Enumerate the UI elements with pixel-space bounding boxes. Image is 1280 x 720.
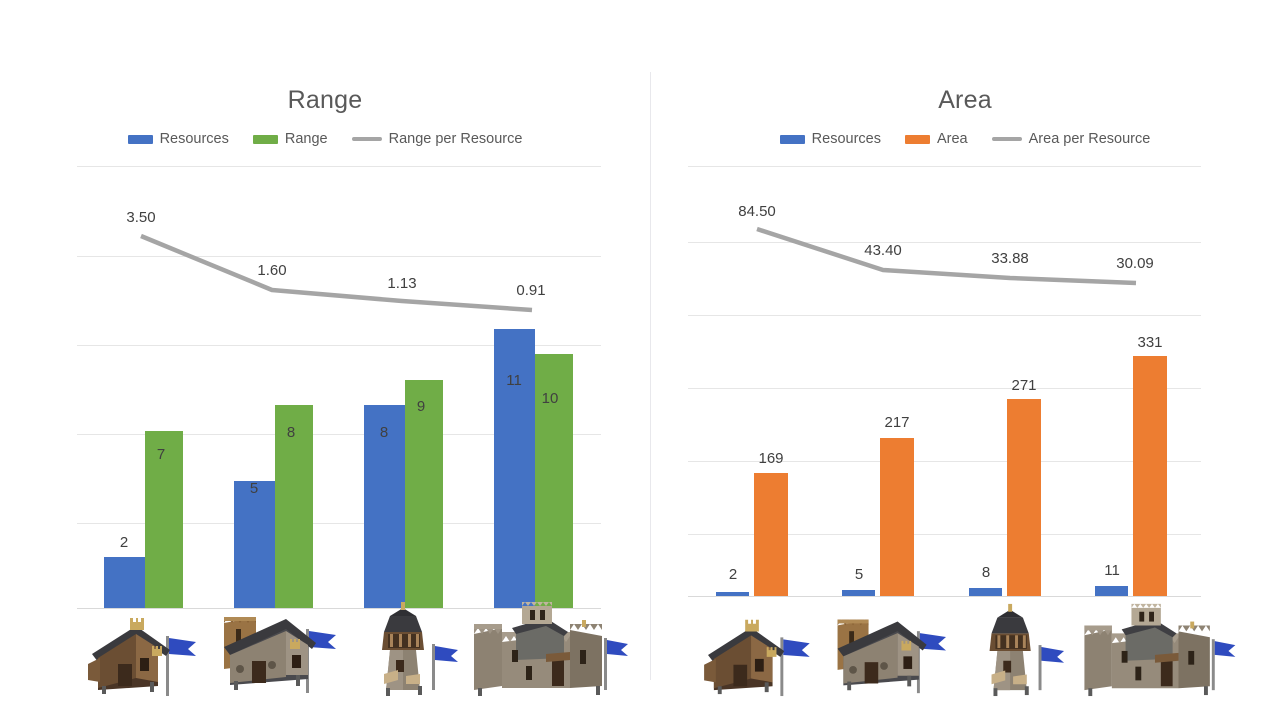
bar-area[interactable] xyxy=(1007,399,1041,596)
bar-label: 9 xyxy=(416,398,426,415)
legend-swatch-area-icon xyxy=(904,134,930,144)
category-image-outpost xyxy=(694,610,812,698)
bar-resources[interactable] xyxy=(1095,586,1128,596)
gridline xyxy=(77,523,601,524)
legend-swatch-resources-icon xyxy=(779,134,805,144)
legend-swatch-range-icon xyxy=(252,134,278,144)
bar-range[interactable] xyxy=(145,431,183,608)
category-image-keep xyxy=(1070,600,1238,698)
legend-label-area-per-resource: Area per Resource xyxy=(1028,131,1151,147)
bar-label: 8 xyxy=(379,424,389,441)
legend-item-area[interactable]: Area xyxy=(904,131,968,147)
legend-item-range[interactable]: Range xyxy=(252,131,328,147)
bar-resources[interactable] xyxy=(364,405,405,608)
area-chart-legend: Resources Area Area per Resource xyxy=(650,131,1280,147)
legend-line-area-per-resource-icon xyxy=(991,137,1022,141)
gridline xyxy=(77,256,601,257)
legend-item-resources[interactable]: Resources xyxy=(127,131,229,147)
gridline xyxy=(688,534,1201,535)
guard-tower-icon xyxy=(989,603,1065,697)
range-chart-panel[interactable]: Range Resources Range Range per Resource xyxy=(0,0,650,720)
bar-area[interactable] xyxy=(1133,356,1167,596)
legend-item-resources[interactable]: Resources xyxy=(779,131,881,147)
line-label: 84.50 xyxy=(738,203,776,220)
gridline xyxy=(688,461,1201,462)
area-chart-panel[interactable]: Area Resources Area Area per Resource xyxy=(650,0,1280,720)
category-image-guard-tower xyxy=(360,598,460,698)
keep-icon xyxy=(1084,603,1236,697)
watch-tower-icon xyxy=(224,617,336,693)
gridline xyxy=(688,166,1201,167)
category-image-watch-tower xyxy=(208,603,338,698)
gridline xyxy=(77,166,601,167)
bar-resources[interactable] xyxy=(716,592,749,596)
legend-label-range: Range xyxy=(284,131,328,147)
area-plot-area: 84.50 43.40 33.88 30.09 2 5 8 11 169 217… xyxy=(650,0,1280,720)
bar-resources[interactable] xyxy=(969,588,1002,596)
bar-label: 8 xyxy=(286,424,296,441)
gridline xyxy=(77,345,601,346)
gridline xyxy=(688,242,1201,243)
gridline xyxy=(688,315,1201,316)
legend-label-resources: Resources xyxy=(811,131,881,147)
line-label: 1.60 xyxy=(257,262,287,279)
line-label: 0.91 xyxy=(516,282,546,299)
legend-item-area-per-resource[interactable]: Area per Resource xyxy=(991,131,1151,147)
line-label: 30.09 xyxy=(1116,255,1154,272)
range-chart-title: Range xyxy=(287,86,363,114)
bar-label: 331 xyxy=(1137,334,1163,351)
legend-label-area: Area xyxy=(936,131,968,147)
range-plot-area: 3.50 1.60 1.13 0.91 2 5 8 11 7 8 9 10 xyxy=(77,166,630,698)
bar-label: 169 xyxy=(758,450,784,467)
area-chart-title: Area xyxy=(938,86,992,114)
watch-tower-icon xyxy=(837,619,947,694)
bar-label: 2 xyxy=(728,566,738,583)
line-label: 1.13 xyxy=(387,275,417,292)
range-chart-legend: Resources Range Range per Resource xyxy=(0,131,650,147)
gridline xyxy=(77,434,601,435)
line-label: 43.40 xyxy=(864,242,902,259)
gridline xyxy=(688,388,1201,389)
legend-line-range-per-resource-icon xyxy=(351,137,382,141)
bar-area[interactable] xyxy=(880,438,914,596)
bar-resources[interactable] xyxy=(104,557,145,608)
outpost-icon xyxy=(88,618,196,696)
legend-swatch-resources-icon xyxy=(127,134,153,144)
bar-label: 271 xyxy=(1011,377,1037,394)
category-image-watch-tower xyxy=(822,606,948,698)
category-image-keep xyxy=(460,598,630,698)
bar-resources[interactable] xyxy=(234,481,275,608)
bar-label: 2 xyxy=(119,534,129,551)
bar-resources[interactable] xyxy=(842,590,875,596)
bar-range[interactable] xyxy=(535,354,573,608)
category-image-outpost xyxy=(78,608,198,698)
bar-label: 11 xyxy=(1104,562,1120,579)
bar-label: 217 xyxy=(884,414,910,431)
category-image-guard-tower xyxy=(968,600,1066,698)
legend-item-range-per-resource[interactable]: Range per Resource xyxy=(351,131,523,147)
bar-resources[interactable] xyxy=(494,329,535,608)
bar-label: 8 xyxy=(981,564,991,581)
category-axis-line xyxy=(688,596,1201,597)
guard-tower-icon xyxy=(382,602,458,696)
bar-area[interactable] xyxy=(754,473,788,596)
bar-range[interactable] xyxy=(405,380,443,608)
bar-range[interactable] xyxy=(275,405,313,608)
legend-label-resources: Resources xyxy=(159,131,229,147)
line-label: 33.88 xyxy=(991,250,1029,267)
keep-icon xyxy=(474,602,628,696)
outpost-icon xyxy=(704,619,810,697)
bar-label: 7 xyxy=(156,446,166,463)
bar-label: 10 xyxy=(541,390,559,407)
line-label: 3.50 xyxy=(126,209,156,226)
bar-label: 11 xyxy=(506,372,522,389)
bar-label: 5 xyxy=(854,566,864,583)
bar-label: 5 xyxy=(249,480,259,497)
panel-divider xyxy=(650,72,651,680)
legend-label-range-per-resource: Range per Resource xyxy=(388,131,523,147)
category-axis-line xyxy=(77,608,601,609)
